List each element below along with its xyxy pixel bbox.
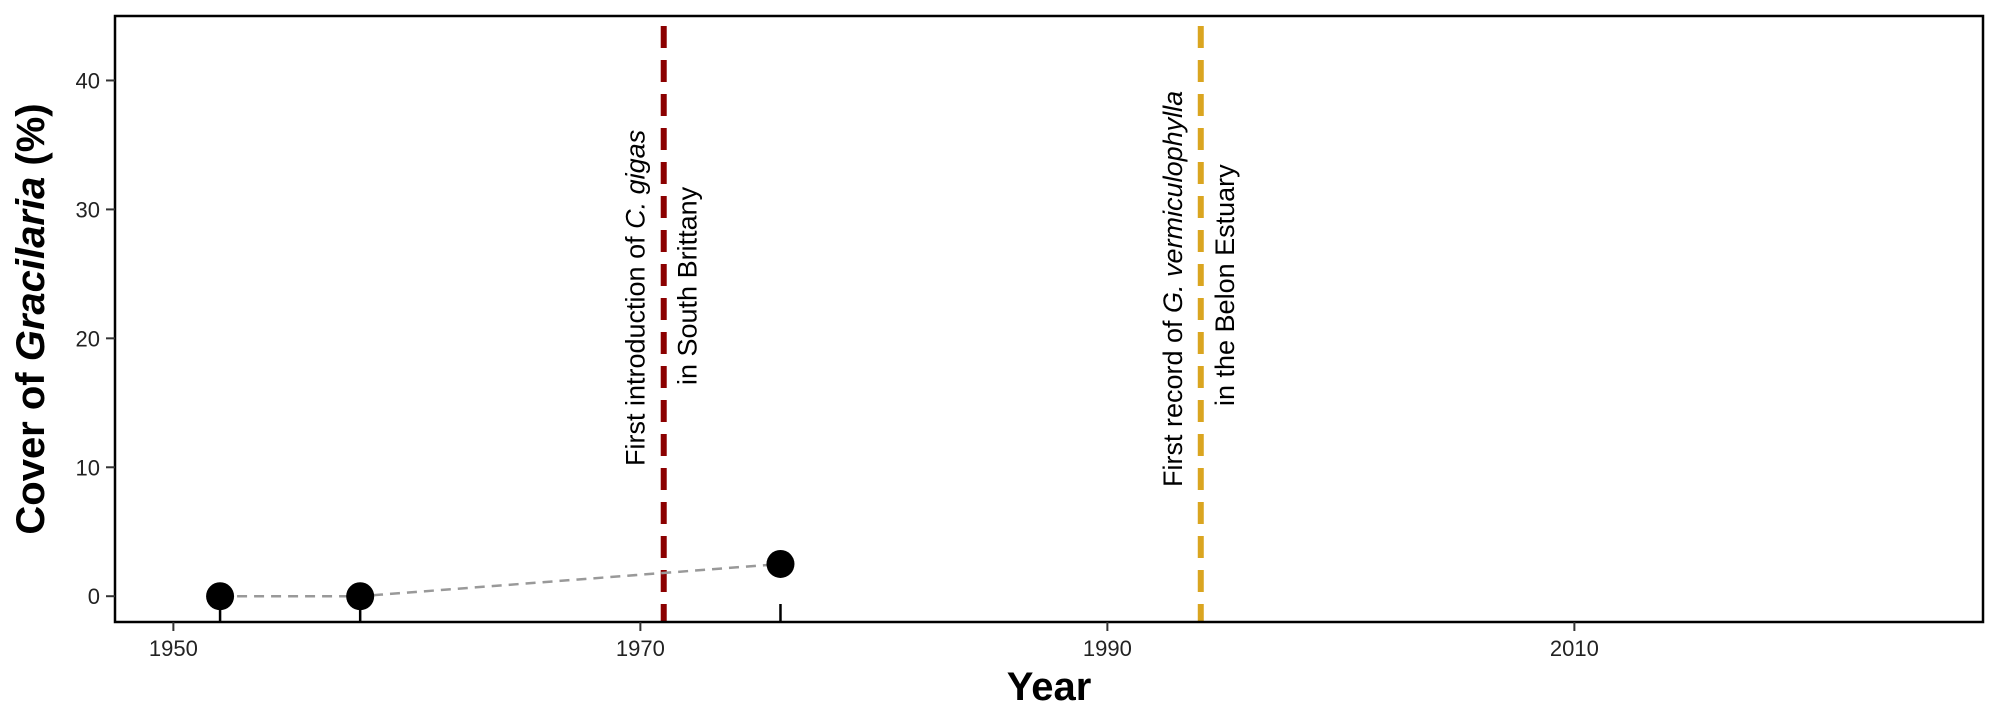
data-point-1 — [206, 582, 235, 611]
x-tick-label-1990: 1990 — [1083, 636, 1132, 661]
x-tick-label-2010: 2010 — [1550, 636, 1599, 661]
y-tick-label-10: 10 — [76, 455, 100, 480]
data-point-2 — [346, 582, 375, 611]
event-label-2-line-1: First record of G. vermiculophylla — [1158, 91, 1188, 487]
plot-area: First introduction of C. gigas in South B… — [206, 26, 1240, 622]
data-point-3 — [766, 549, 795, 578]
event-label-1-line-2: in South Brittany — [673, 186, 703, 385]
x-tick-label-1970: 1970 — [616, 636, 665, 661]
axes: 0 10 20 30 40 1950 1970 1990 2010 — [76, 68, 1599, 661]
y-tick-label-0: 0 — [88, 584, 100, 609]
y-tick-label-30: 30 — [76, 197, 100, 222]
event-label-1-line-1: First introduction of C. gigas — [621, 130, 651, 466]
event-label-2-line-2: in the Belon Estuary — [1210, 164, 1240, 406]
panel-border — [113, 14, 1985, 624]
y-axis-title: Cover of Gracilaria (%) — [9, 103, 53, 534]
y-tick-label-40: 40 — [76, 68, 100, 93]
x-tick-label-1950: 1950 — [149, 636, 198, 661]
x-axis-title: Year — [1007, 665, 1092, 709]
y-tick-label-20: 20 — [76, 326, 100, 351]
